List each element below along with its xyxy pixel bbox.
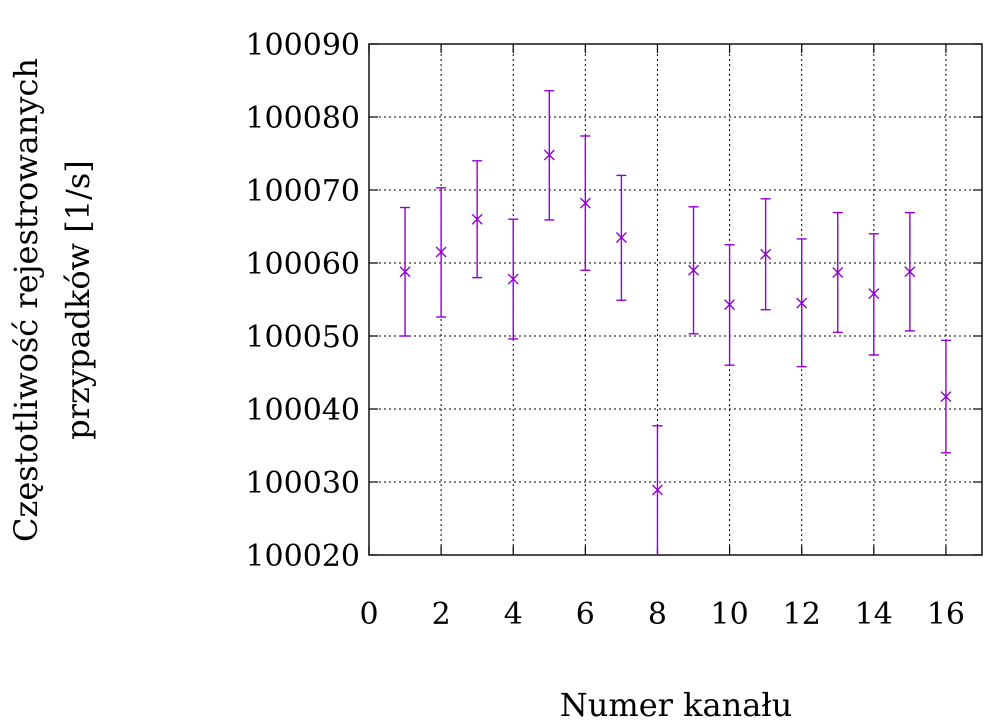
x-tick-labels: 0 2 4 6 8 10 12 14 16 [359,597,965,632]
x-tick-label: 0 [359,597,378,632]
marker-x-stroke [796,297,808,309]
marker-x-stroke [868,288,880,300]
y-axis-title-line-2: przypadków [1/s] [59,160,97,440]
data-point [688,206,700,335]
x-tick-label: 16 [927,597,965,632]
marker-x-stroke [724,299,736,311]
marker-x-stroke [688,264,700,276]
y-tick-label: 100050 [245,320,360,355]
marker-x-stroke [543,149,555,161]
data-point [940,339,952,454]
data-point [579,135,591,271]
data-point [435,187,447,318]
y-tick-label: 100080 [245,101,360,136]
marker-x-stroke [832,266,844,278]
marker-x-stroke [940,391,952,403]
marker-x-stroke [471,213,483,225]
x-tick-label: 6 [576,597,595,632]
data-point [471,160,483,279]
marker-x-stroke [904,266,916,278]
x-axis-title: Numer kanału [560,686,793,724]
data-point [399,206,411,337]
x-tick-label: 4 [504,597,523,632]
y-tick-label: 100060 [245,247,360,282]
data-point [724,244,736,366]
data-point [796,238,808,368]
y-tick-label: 100020 [245,539,360,574]
data-series [399,90,952,555]
y-axis-title: Częstotliwość rejestrowanych przypadków … [7,58,97,542]
marker-x-stroke [615,231,627,243]
y-tick-labels: 100020 100030 100040 100050 100060 100070 1000… [245,28,360,574]
marker-x-stroke [579,197,591,209]
data-point [507,218,519,340]
y-axis-title-line-1: Częstotliwość rejestrowanych [7,58,45,542]
x-tick-label: 14 [855,597,893,632]
data-point [832,211,844,334]
y-tick-label: 100040 [245,393,360,428]
axis-ticks [368,43,982,556]
x-tick-label: 2 [432,597,451,632]
marker-x-stroke [435,246,447,258]
data-point [543,90,555,221]
y-tick-label: 100070 [245,174,360,209]
marker-x-stroke [760,248,772,260]
x-tick-label: 8 [648,597,667,632]
data-point [868,233,880,356]
plot-frame [368,43,983,556]
data-point [615,174,627,301]
y-tick-label: 100090 [245,28,360,63]
y-tick-label: 100030 [245,466,360,501]
marker-x-stroke [651,484,663,496]
grid [369,44,982,555]
x-tick-label: 12 [783,597,821,632]
data-point [651,425,663,555]
data-point [904,211,916,332]
data-point [760,198,772,311]
x-tick-label: 10 [710,597,748,632]
marker-x-stroke [399,266,411,278]
marker-x-stroke [507,273,519,285]
